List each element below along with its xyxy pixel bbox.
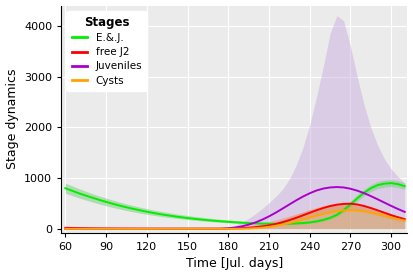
Legend: E.&.J., free J2, Juveniles, Cysts: E.&.J., free J2, Juveniles, Cysts: [66, 11, 147, 91]
Y-axis label: Stage dynamics: Stage dynamics: [5, 69, 19, 169]
X-axis label: Time [Jul. days]: Time [Jul. days]: [186, 258, 283, 270]
